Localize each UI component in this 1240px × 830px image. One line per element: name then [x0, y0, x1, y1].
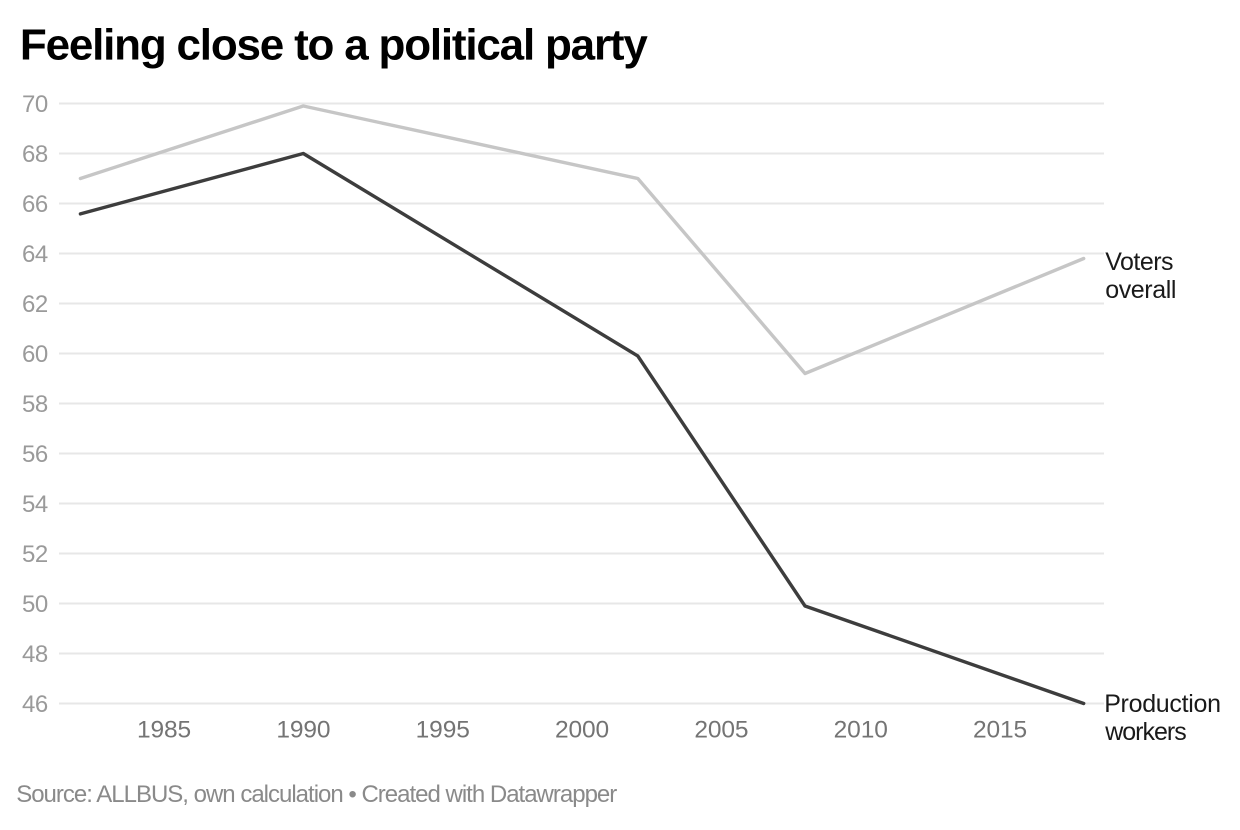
svg-text:Source: ALLBUS, own calculatio: Source: ALLBUS, own calculation • Create…: [16, 781, 617, 808]
svg-text:48: 48: [22, 641, 48, 668]
svg-text:Voters: Voters: [1105, 248, 1173, 276]
svg-text:1995: 1995: [416, 717, 470, 744]
svg-text:overall: overall: [1105, 276, 1176, 304]
svg-text:70: 70: [22, 91, 48, 118]
svg-text:46: 46: [22, 691, 48, 718]
svg-text:2005: 2005: [694, 717, 748, 744]
svg-text:2000: 2000: [555, 717, 609, 744]
svg-text:58: 58: [22, 391, 48, 418]
svg-text:1985: 1985: [137, 717, 191, 744]
svg-text:62: 62: [22, 291, 48, 318]
svg-text:66: 66: [22, 191, 48, 218]
svg-text:Production: Production: [1104, 690, 1221, 718]
svg-text:60: 60: [22, 341, 48, 368]
svg-text:2010: 2010: [834, 717, 888, 744]
svg-text:54: 54: [22, 491, 48, 518]
svg-text:52: 52: [22, 541, 48, 568]
svg-text:56: 56: [22, 441, 48, 468]
svg-text:workers: workers: [1104, 718, 1186, 746]
svg-text:50: 50: [22, 591, 48, 618]
svg-text:64: 64: [22, 241, 48, 268]
svg-text:2015: 2015: [973, 717, 1027, 744]
svg-text:1990: 1990: [276, 717, 330, 744]
svg-text:Feeling close to a political p: Feeling close to a political party: [20, 21, 648, 70]
svg-text:68: 68: [22, 141, 48, 168]
